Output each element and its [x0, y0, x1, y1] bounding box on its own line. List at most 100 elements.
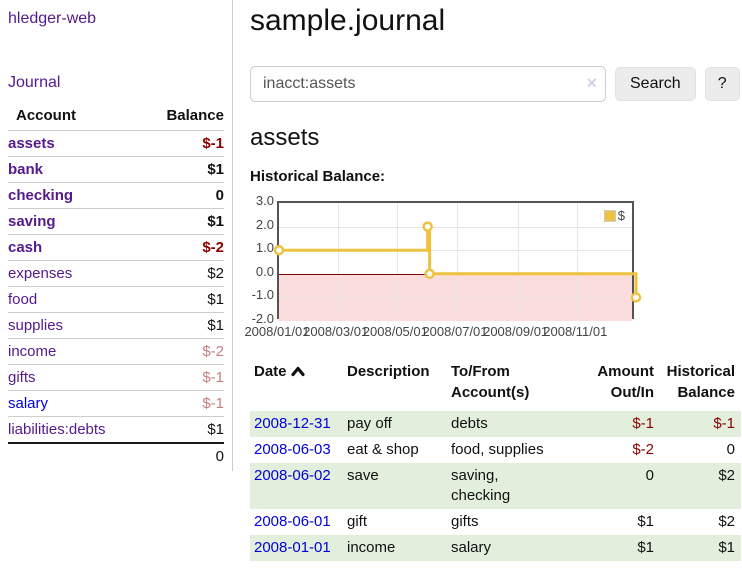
transaction-row: 2008-12-31 pay off debts $-1 $-1 [250, 411, 741, 437]
account-balance: $-1 [143, 364, 224, 391]
x-axis-tick-label: 2008/07/01 [422, 324, 488, 339]
transaction-amount: 0 [556, 463, 654, 509]
account-balance: $-2 [143, 234, 224, 261]
account-balance: $-1 [143, 130, 224, 157]
data-point-marker [630, 292, 642, 303]
data-point-marker [273, 244, 285, 256]
y-axis-tick-label: 2.0 [255, 216, 274, 232]
legend-swatch [603, 209, 616, 222]
transaction-description: gift [347, 513, 368, 530]
transaction-balance: $2 [718, 513, 735, 530]
transaction-date-link[interactable]: 2008-01-01 [254, 539, 331, 556]
transaction-date-link[interactable]: 2008-12-31 [254, 415, 331, 432]
transaction-date-link[interactable]: 2008-06-02 [254, 467, 331, 484]
register-header-balance: Historical Balance [666, 363, 735, 401]
account-link-salary[interactable]: salary [8, 395, 49, 412]
account-link-bank[interactable]: bank [8, 161, 44, 178]
account-balance: $1 [143, 416, 224, 443]
accounts-header-balance: Balance [166, 107, 224, 124]
x-axis-tick-label: 2008/05/01 [362, 324, 428, 339]
page: hledger-web Journal Account Balance asse… [0, 0, 742, 561]
account-row: bank $1 [8, 156, 224, 183]
account-heading: assets [250, 124, 320, 151]
transaction-date-link[interactable]: 2008-06-01 [254, 513, 331, 530]
account-balance: $-1 [143, 390, 224, 417]
chart-title: Historical Balance: [250, 168, 386, 185]
gridline [279, 297, 632, 299]
sidebar-item-journal[interactable]: Journal [8, 74, 61, 91]
transaction-amount: $1 [556, 535, 654, 561]
register-table: Date Description To/From Account(s) Amou… [250, 359, 741, 561]
clear-search-icon[interactable]: × [586, 73, 597, 93]
gridline [457, 203, 458, 317]
transaction-amount: $-1 [556, 411, 654, 437]
transaction-balance: $2 [654, 463, 741, 509]
transaction-balance: $1 [654, 535, 741, 561]
account-link-cash[interactable]: cash [8, 239, 43, 256]
x-axis-tick-label: 2008/11/01 [543, 324, 608, 339]
gridline [517, 203, 519, 317]
transaction-description: income [347, 535, 451, 561]
accounts-total-row: 0 [8, 442, 224, 469]
account-row: cash $-2 [8, 234, 224, 261]
accounts-table: Account Balance assets $-1 bank $1 checking 0… [8, 102, 224, 469]
transaction-row: 2008-06-01 gift gifts $1 $2 [250, 509, 741, 535]
account-row: income $-2 [8, 338, 224, 365]
gridline [279, 226, 632, 228]
y-axis-tick-label: -2.0 [251, 311, 274, 326]
transaction-date-link[interactable]: 2008-06-03 [254, 441, 331, 458]
sidebar: hledger-web Journal Account Balance asse… [0, 0, 233, 471]
transaction-row: 2008-01-01 income salary $1 $1 [250, 535, 741, 561]
chart-plot-area[interactable]: $ [273, 201, 642, 321]
y-axis-tick-label: 0.0 [255, 263, 274, 279]
account-row: expenses $2 [8, 260, 224, 287]
transaction-amount: $1 [637, 513, 654, 530]
search-button[interactable]: Search [615, 67, 696, 101]
search-help-button[interactable]: ? [704, 67, 740, 101]
account-balance: $-2 [143, 338, 224, 365]
data-point-marker [424, 268, 435, 280]
account-balance: 0 [143, 182, 224, 209]
transaction-balance: 0 [726, 441, 735, 458]
account-link-food[interactable]: food [8, 291, 38, 308]
data-point-marker [422, 221, 433, 232]
app-title-link[interactable]: hledger-web [8, 10, 97, 27]
account-row: saving $1 [8, 208, 224, 235]
transaction-row: 2008-06-03 eat & shop food, supplies $-2 0 [250, 437, 741, 463]
x-axis-tick-label: 2008/01/01 [244, 324, 310, 339]
transaction-accounts: debts [451, 411, 556, 437]
account-link-assets[interactable]: assets [8, 135, 55, 152]
historical-balance-chart: $ 3.0 2.0 1.0 0.0 -1.0 -2.0 2008/01/01 2008/03… [244, 193, 670, 343]
sort-ascending-icon [290, 362, 305, 383]
balance-line-series [273, 221, 642, 303]
account-link-checking[interactable]: checking [8, 187, 74, 204]
x-axis-tick-label: 2008/09/01 [483, 324, 549, 339]
main-content: sample.journal × Search ? assets Histori… [233, 0, 742, 561]
account-link-expenses[interactable]: expenses [8, 265, 73, 282]
register-header-accounts: To/From Account(s) [451, 363, 530, 401]
account-row: food $1 [8, 286, 224, 313]
account-link-supplies[interactable]: supplies [8, 317, 64, 334]
account-row: salary $-1 [8, 390, 224, 417]
search-form: × Search ? [250, 66, 742, 102]
account-balance: $1 [143, 208, 224, 235]
account-row: gifts $-1 [8, 364, 224, 391]
y-axis-tick-label: 3.0 [255, 193, 274, 208]
account-link-saving[interactable]: saving [8, 213, 56, 230]
account-row: supplies $1 [8, 312, 224, 339]
chart-legend: $ [603, 208, 625, 223]
account-row: liabilities:debts $1 [8, 416, 224, 443]
transaction-balance: $-1 [654, 411, 741, 437]
account-link-gifts[interactable]: gifts [8, 369, 36, 386]
account-row: checking 0 [8, 182, 224, 209]
gridline [279, 250, 632, 252]
account-link-liabilities-debts[interactable]: liabilities:debts [8, 421, 106, 438]
transaction-accounts: salary [451, 535, 556, 561]
transaction-accounts: saving, checking [451, 463, 556, 509]
register-header-date[interactable]: Date [250, 359, 347, 411]
register-header-amount: Amount Out/In [597, 363, 654, 401]
gridline [397, 203, 399, 317]
transaction-accounts: food, supplies [451, 441, 544, 458]
search-input[interactable] [250, 66, 606, 102]
account-link-income[interactable]: income [8, 343, 57, 360]
